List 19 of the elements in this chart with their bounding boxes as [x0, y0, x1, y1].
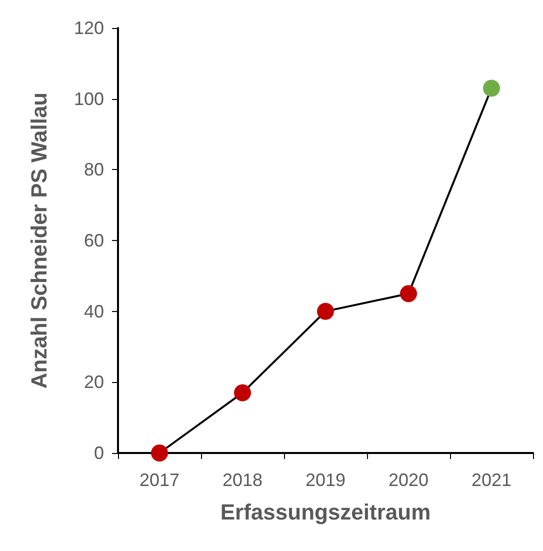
y-tick-label: 100: [74, 88, 104, 109]
point: [317, 302, 334, 320]
point: [400, 285, 417, 302]
y-tick-label: 80: [84, 160, 104, 180]
y-tick-label: 120: [74, 18, 104, 38]
point: [234, 384, 251, 402]
y-axis-title: Anzahl Schneider PS Wallau: [26, 92, 52, 389]
x-tick-label: 2020: [388, 470, 429, 490]
y-tick-label: 60: [84, 230, 104, 250]
x-tick-label: 2019: [305, 470, 346, 490]
x-tick-label: 2017: [139, 470, 180, 490]
y-tick-label: 20: [84, 372, 104, 392]
x-tick-label: 2021: [471, 470, 512, 490]
point: [483, 80, 500, 97]
point: [151, 444, 168, 462]
x-axis-title: Erfassungszeitraum: [220, 500, 431, 524]
y-tick-label: 0: [94, 443, 104, 463]
x-tick-label: 2018: [222, 470, 263, 490]
y-tick-label: 40: [84, 301, 104, 322]
